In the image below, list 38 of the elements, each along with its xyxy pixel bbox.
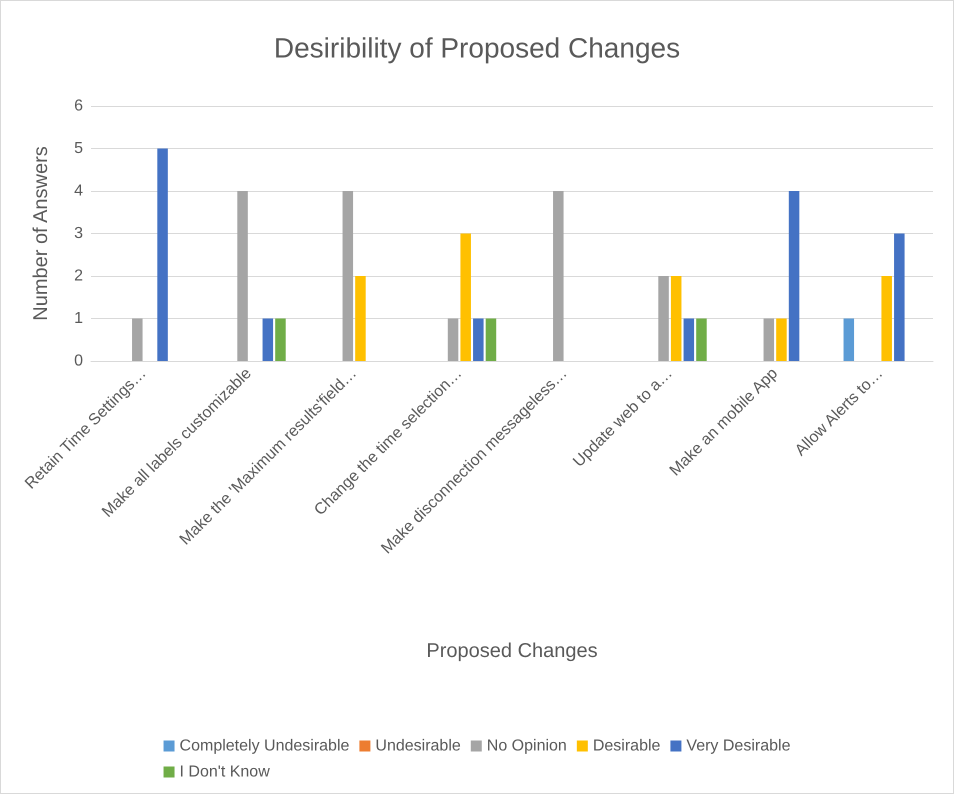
- y-tick-label: 5: [74, 140, 84, 157]
- bar: [157, 148, 168, 361]
- bar: [788, 191, 800, 361]
- bar: [342, 191, 354, 361]
- bar: [696, 318, 707, 361]
- y-tick-label: 4: [74, 182, 84, 200]
- bar: [684, 318, 694, 361]
- bar: [355, 276, 366, 361]
- y-tick-label: 6: [74, 98, 84, 114]
- y-tick-label: 3: [74, 225, 84, 242]
- bar: [776, 318, 787, 361]
- y-tick-label: 0: [74, 352, 84, 370]
- bar: [658, 276, 669, 361]
- bar: [448, 318, 458, 361]
- bar: [275, 318, 286, 361]
- bar: [670, 276, 682, 361]
- legend-label: No Opinion: [486, 738, 567, 754]
- bar: [473, 318, 484, 361]
- bar: [764, 318, 774, 361]
- legend-label: Undesirable: [375, 738, 461, 754]
- bar: [460, 234, 471, 361]
- y-tick-label: 2: [74, 268, 84, 284]
- bar: [844, 318, 854, 361]
- bar: [553, 191, 564, 361]
- legend-label: Desirable: [592, 738, 661, 754]
- legend-label: I Don't Know: [180, 764, 270, 780]
- legend-label: Completely Undesirable: [180, 738, 350, 754]
- y-tick-label: 1: [74, 310, 84, 327]
- bar: [262, 318, 274, 361]
- bar: [132, 318, 143, 361]
- bar: [894, 234, 905, 361]
- bar: [486, 318, 496, 361]
- bar: [881, 276, 892, 361]
- legend-label: Very Desirable: [686, 738, 791, 754]
- y-axis-title: Number of Answers: [30, 146, 52, 321]
- bar: [237, 191, 248, 361]
- x-axis-title: Proposed Changes: [426, 640, 598, 662]
- chart-title: Desiribility of Proposed Changes: [274, 32, 680, 64]
